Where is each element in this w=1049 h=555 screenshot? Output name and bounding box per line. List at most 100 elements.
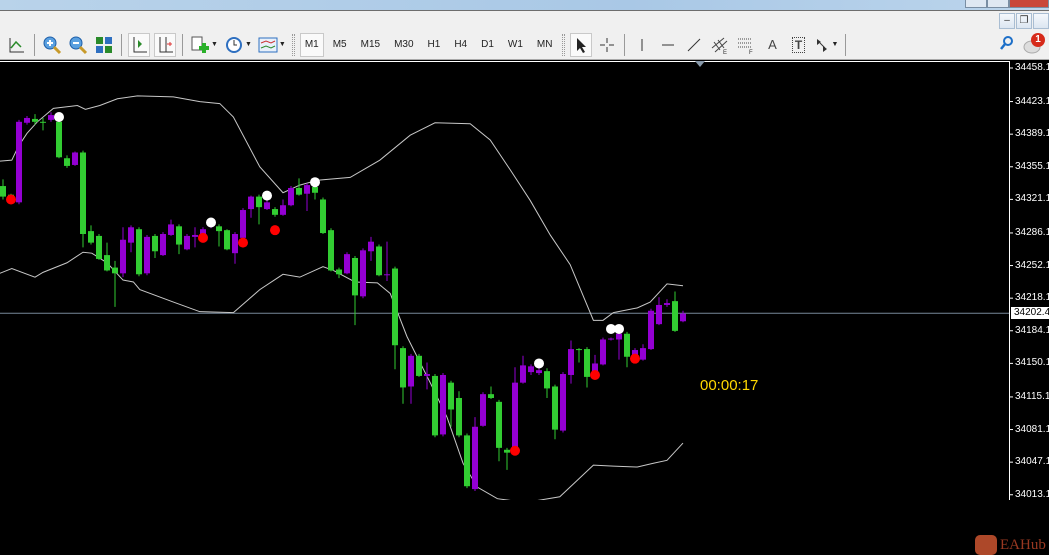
candle-body: [496, 401, 502, 448]
fibonacci-icon[interactable]: F: [735, 33, 757, 57]
arrows-icon[interactable]: ▼: [813, 33, 839, 57]
buy-signal-dot: [510, 445, 520, 456]
svg-text:F: F: [749, 50, 753, 54]
timeframe-m15[interactable]: M15: [360, 39, 381, 50]
chevron-down-icon[interactable]: ▼: [211, 41, 218, 48]
candle-body: [328, 230, 334, 271]
price-chart[interactable]: 34458.10 34423.10 34389.10 34355.10 34321.10…: [0, 61, 1049, 555]
label-tool-label: T: [791, 36, 806, 53]
candle-body: [320, 199, 326, 234]
sell-signal-dot: [54, 112, 64, 123]
periodicity-icon[interactable]: ▼: [223, 33, 253, 57]
candle-body: [80, 152, 86, 235]
price-tick-label: 34218.10: [1015, 292, 1049, 304]
candle-body: [232, 234, 238, 254]
line-chart-icon[interactable]: [6, 33, 28, 57]
sell-signal-dot: [614, 323, 624, 334]
window-maximize-button[interactable]: [987, 0, 1009, 8]
candle-body: [216, 226, 222, 232]
candle-body: [552, 386, 558, 430]
timeframe-m1[interactable]: M1: [299, 32, 324, 57]
timeframe-m5[interactable]: M5: [332, 39, 347, 50]
candle-body: [512, 382, 518, 452]
window-close-button[interactable]: [1009, 0, 1049, 8]
indicators-icon[interactable]: ▼: [189, 33, 219, 57]
cursor-icon[interactable]: [570, 32, 593, 57]
candle-body: [264, 202, 270, 210]
mdi-minimize-button[interactable]: –: [999, 13, 1015, 29]
auto-scroll-icon[interactable]: [154, 32, 176, 57]
candle-body: [152, 235, 158, 252]
messages-icon[interactable]: 1: [1023, 33, 1045, 57]
zoom-out-icon[interactable]: [67, 33, 89, 57]
window-minimize-button[interactable]: [965, 0, 987, 8]
tile-windows-icon[interactable]: [93, 33, 115, 57]
buy-signal-dot: [198, 232, 208, 243]
candle-body: [144, 236, 150, 274]
window-controls: [965, 0, 1049, 10]
candle-body: [400, 348, 406, 388]
window-title-bar: [0, 0, 1049, 10]
candle-body: [240, 210, 246, 238]
search-icon[interactable]: [999, 35, 1015, 56]
svg-text:E: E: [723, 50, 727, 54]
mdi-close-button[interactable]: [1033, 13, 1049, 29]
candle-body: [408, 355, 414, 387]
candle-body: [176, 226, 182, 245]
timeframe-mn[interactable]: MN: [536, 39, 553, 50]
timeframe-h4[interactable]: H4: [454, 39, 468, 50]
candle-body: [416, 355, 422, 376]
timeframe-d1[interactable]: D1: [481, 39, 494, 50]
candle-body: [656, 304, 662, 325]
timeframe-w1[interactable]: W1: [507, 39, 523, 50]
chevron-down-icon[interactable]: ▼: [831, 41, 839, 48]
candle-body: [568, 349, 574, 375]
vertical-line-icon[interactable]: [631, 33, 653, 57]
candle-body: [96, 235, 102, 259]
candle-body: [392, 268, 398, 346]
candle-body: [192, 234, 198, 237]
candle-body: [336, 269, 342, 275]
mdi-restore-button[interactable]: ❐: [1016, 13, 1032, 29]
candle-body: [160, 234, 166, 256]
toolbar-grip[interactable]: [291, 33, 295, 56]
candle-body: [424, 374, 430, 376]
timeframe-m30[interactable]: M30: [394, 39, 414, 50]
buy-signal-dot: [590, 369, 600, 380]
candle-body: [120, 239, 126, 274]
buy-signal-dot: [238, 237, 248, 248]
text-icon[interactable]: A: [761, 33, 783, 57]
zoom-in-icon[interactable]: [41, 33, 63, 57]
candle-body: [0, 186, 6, 197]
watermark: EAHub: [975, 535, 1046, 555]
equidistant-channel-icon[interactable]: E: [709, 33, 731, 57]
candle-body: [528, 366, 534, 373]
trendline-icon[interactable]: [683, 33, 705, 57]
price-tick-label: 34047.10: [1015, 456, 1049, 468]
price-tick-label: 34355.10: [1015, 160, 1049, 172]
price-tick-label: 34184.10: [1015, 324, 1049, 336]
candle-body: [544, 371, 550, 389]
candle-body: [616, 333, 622, 340]
horizontal-line-icon[interactable]: [657, 33, 679, 57]
crosshair-icon[interactable]: [596, 33, 618, 57]
text-label-icon[interactable]: T: [787, 33, 809, 57]
templates-icon[interactable]: ▼: [257, 33, 287, 57]
chevron-down-icon[interactable]: ▼: [278, 41, 286, 48]
toolbar-grip[interactable]: [562, 33, 566, 56]
candle-body: [384, 274, 390, 276]
timeframe-h1[interactable]: H1: [427, 39, 441, 50]
chart-shift-icon[interactable]: [128, 32, 150, 57]
candle-body: [640, 348, 646, 360]
sell-signal-dot: [206, 217, 216, 228]
candle-body: [560, 374, 566, 431]
chevron-down-icon[interactable]: ▼: [244, 41, 252, 48]
price-tick-label: 34013.10: [1015, 488, 1049, 500]
candle-body: [488, 394, 494, 398]
candle-body: [72, 152, 78, 165]
candle-body: [624, 333, 630, 357]
sell-signal-dot: [310, 177, 320, 188]
menu-bar: – ❐: [0, 10, 1049, 30]
candle-body: [576, 349, 582, 351]
candle-body: [272, 209, 278, 215]
